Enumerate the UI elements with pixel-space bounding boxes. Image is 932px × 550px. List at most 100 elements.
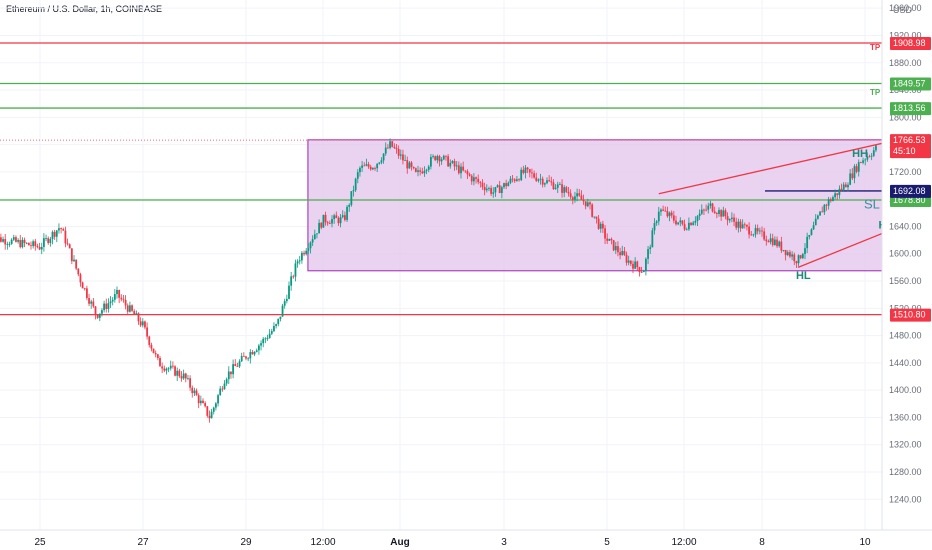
candle-body: [715, 213, 718, 214]
candle-body: [346, 206, 348, 220]
candle-body: [187, 378, 189, 380]
candle-body: [473, 177, 475, 182]
current-price-tag-text: 1766.53: [893, 135, 926, 145]
candle-body: [638, 267, 641, 273]
candle-body: [475, 177, 477, 179]
candle-body: [862, 160, 864, 163]
candle-body: [832, 197, 834, 202]
y-tick-label: 1440.00: [889, 358, 922, 368]
candle-body: [580, 195, 583, 200]
candle-body: [208, 415, 211, 419]
candle-body: [12, 237, 15, 240]
candle-body: [485, 188, 488, 191]
candle-body: [103, 303, 105, 311]
candle-body: [70, 248, 73, 262]
candle-body: [98, 313, 101, 318]
candle-body: [258, 345, 260, 351]
candle-body: [53, 231, 56, 237]
candle-body: [163, 368, 166, 371]
candle-body: [660, 209, 662, 212]
candle-body: [111, 299, 114, 302]
candle-body: [642, 271, 645, 273]
y-tick-label: 1400.00: [889, 385, 922, 395]
candle-body: [612, 240, 615, 251]
candle-body: [688, 222, 690, 230]
candle-body: [354, 178, 357, 191]
candle-body: [756, 228, 759, 232]
candle-body: [449, 162, 452, 167]
candle-body: [322, 214, 325, 228]
price-levels: [0, 42, 882, 316]
candle-body: [148, 336, 151, 345]
candle-body: [731, 217, 733, 219]
candle-body: [528, 169, 531, 173]
candle-body: [359, 167, 361, 173]
candle-body: [847, 184, 849, 188]
candle-body: [857, 162, 860, 172]
candle-body: [559, 184, 561, 186]
candle-body: [161, 366, 164, 369]
candle-body: [279, 316, 282, 319]
candle-body: [700, 209, 703, 214]
candle-body: [535, 177, 538, 181]
x-tick-label: 5: [604, 537, 610, 548]
candle-body: [150, 344, 153, 349]
candle-body: [709, 203, 712, 206]
candle-body: [202, 400, 204, 404]
candle-body: [765, 239, 768, 242]
candle-body: [868, 156, 871, 158]
candle-body: [32, 241, 35, 247]
candle-body: [419, 170, 422, 172]
candle-body: [107, 303, 110, 309]
candle-body: [526, 167, 529, 170]
candle-body: [206, 406, 209, 416]
candle-body: [550, 181, 553, 183]
candle-body: [511, 178, 514, 180]
candle-body: [55, 230, 58, 237]
candle-body: [350, 191, 353, 205]
candle-body: [391, 141, 394, 147]
candle-body: [724, 210, 727, 217]
candle-body: [554, 187, 557, 190]
candle-body: [344, 215, 346, 220]
time-axis[interactable]: 25 27 29 12:00 Aug 3 5 12:00 8 10: [0, 529, 932, 548]
candle-body: [363, 165, 366, 167]
candle-body: [58, 228, 60, 231]
x-tick-label: Aug: [390, 537, 409, 548]
candle-body: [445, 155, 447, 157]
candle-body: [718, 210, 720, 214]
candle-body: [236, 366, 239, 367]
candle-body: [144, 321, 146, 328]
candle-body: [34, 241, 37, 247]
candle-body: [516, 179, 518, 181]
candle-body: [137, 313, 140, 322]
candle-body: [602, 223, 604, 229]
y-tick-label: 1560.00: [889, 276, 922, 286]
candle-body: [640, 272, 643, 273]
candle-body: [645, 258, 647, 272]
price-axis[interactable]: USD 1240.00 1280.00 1320.00 1360.00 1400.00 1…: [881, 0, 932, 530]
candle-body: [479, 182, 482, 183]
candle-body: [369, 166, 372, 170]
candle-body: [68, 244, 71, 249]
candle-body: [503, 183, 505, 188]
candle-body: [223, 383, 226, 390]
candle-body: [853, 166, 856, 179]
candle-body: [500, 187, 503, 194]
candle-body: [632, 263, 634, 269]
candle-body: [301, 252, 303, 261]
candle-body: [406, 160, 409, 169]
candle-body: [152, 348, 155, 354]
candle-body: [307, 248, 310, 251]
channel-lower-line: [797, 212, 932, 268]
candle-body: [664, 210, 667, 212]
candle-body: [823, 204, 826, 213]
candle-body: [432, 156, 434, 157]
candle-body: [331, 219, 333, 224]
candle-body: [275, 324, 277, 327]
candle-body: [167, 368, 170, 370]
candle-body: [698, 213, 701, 217]
y-tick-label: 1640.00: [889, 221, 922, 231]
